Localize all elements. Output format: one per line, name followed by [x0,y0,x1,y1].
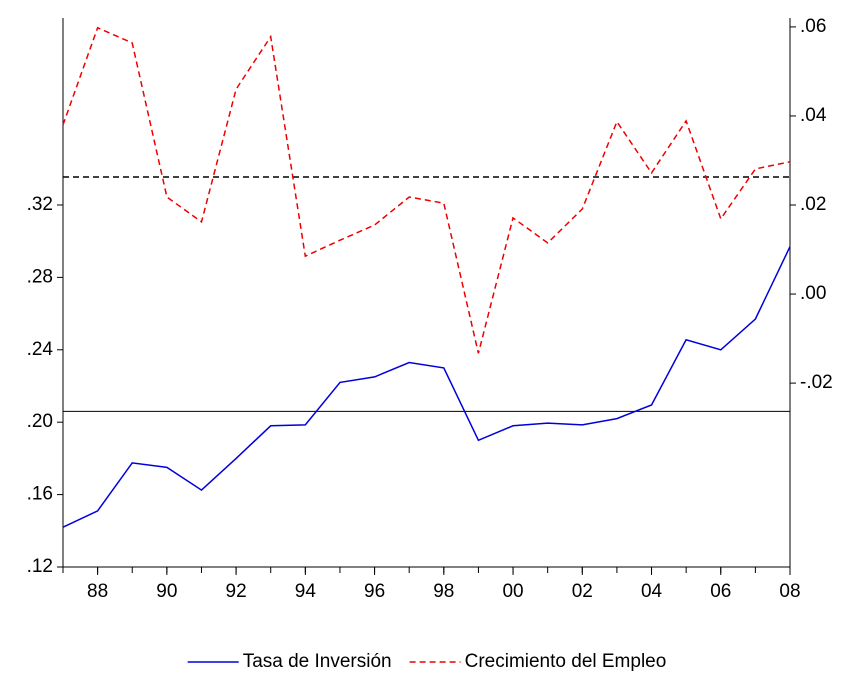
x-tick-label: 06 [710,581,731,602]
series-line [62,26,791,354]
x-tick-label: 98 [433,581,454,602]
y2-tick-label: .00 [800,283,826,304]
y-tick-label: .28 [27,266,53,287]
y-tick-label: .32 [27,194,53,215]
series-line [62,246,791,528]
y-tick-label: .20 [27,411,53,432]
x-tick-label: 00 [502,581,523,602]
x-tick-label: 04 [641,581,663,602]
y2-tick-label: .04 [800,105,827,126]
y2-tick-label: .02 [800,194,826,215]
x-tick-label: 88 [87,581,108,602]
legend-label: Crecimiento del Empleo [465,651,667,672]
y-tick-label: .24 [27,339,54,360]
legend-label: Tasa de Inversión [243,651,392,672]
x-tick-label: 08 [779,581,800,602]
y-tick-label: .12 [27,556,53,577]
x-tick-label: 02 [572,581,593,602]
x-tick-label: 96 [364,581,385,602]
y-tick-label: .16 [27,484,53,505]
x-tick-label: 90 [156,581,177,602]
x-tick-label: 92 [226,581,247,602]
y2-tick-label: .06 [800,16,826,37]
x-tick-label: 94 [295,581,317,602]
y2-tick-label: -.02 [800,372,833,393]
